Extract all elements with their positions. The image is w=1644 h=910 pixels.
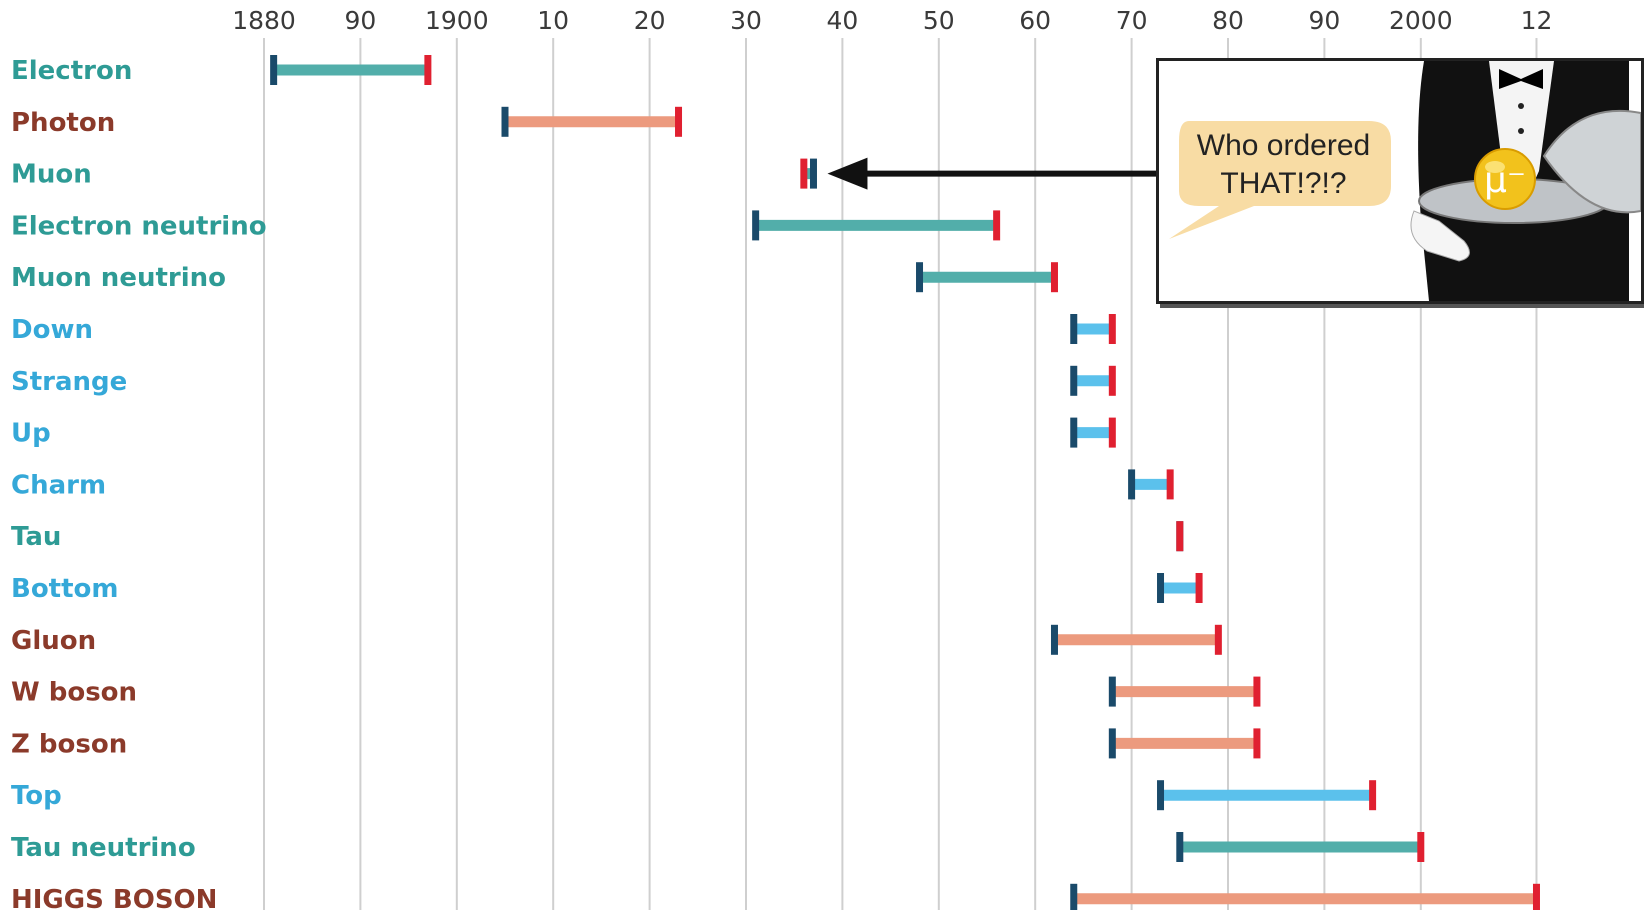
particle-label: Electron neutrino <box>11 211 267 241</box>
end-cap <box>1050 262 1058 293</box>
speech-bubble-text: Who ordered THAT!?!? <box>1171 127 1396 203</box>
start-cap <box>1070 365 1078 396</box>
end-cap <box>1166 469 1174 500</box>
particle-label: Muon neutrino <box>11 263 226 293</box>
particle-label: W boson <box>11 678 137 708</box>
start-cap <box>501 106 509 137</box>
end-cap <box>800 158 808 189</box>
start-cap <box>1128 469 1136 500</box>
speech-bubble <box>1169 121 1391 239</box>
x-tick-label: 12 <box>1521 6 1553 35</box>
particle-label: Tau neutrino <box>11 833 196 863</box>
particle-label: Strange <box>11 367 127 397</box>
end-cap <box>1108 365 1116 396</box>
end-cap <box>1176 521 1184 552</box>
start-cap <box>1108 676 1116 707</box>
speech-line-2: THAT!?!? <box>1220 167 1347 200</box>
end-cap <box>1369 780 1377 811</box>
end-cap <box>1108 314 1116 344</box>
particle-label: Tau <box>11 522 61 552</box>
particle-label: Top <box>11 781 62 811</box>
particle-label: Gluon <box>11 626 96 656</box>
start-cap <box>809 158 817 189</box>
particle-labels: Electron Photon Muon Electron neutrino Muon … <box>11 56 267 910</box>
x-tick-label: 20 <box>634 6 666 35</box>
x-tick-label: 10 <box>537 6 569 35</box>
x-tick-label: 1900 <box>425 6 489 35</box>
particle-label: Z boson <box>11 729 127 759</box>
end-cap <box>1214 624 1222 655</box>
x-tick-label: 60 <box>1019 6 1051 35</box>
end-cap <box>1253 728 1261 759</box>
x-tick-label: 50 <box>923 6 955 35</box>
waiter-illustration: μ⁻ <box>1169 61 1641 301</box>
end-cap <box>675 106 683 137</box>
start-cap <box>1157 573 1165 603</box>
start-cap <box>1070 883 1078 910</box>
end-cap <box>1253 676 1261 707</box>
start-cap <box>1157 780 1165 811</box>
x-tick-label: 30 <box>730 6 762 35</box>
x-tick-label: 80 <box>1212 6 1244 35</box>
x-tick-label: 40 <box>826 6 858 35</box>
arrow-head <box>827 157 868 190</box>
particle-label: Muon <box>11 160 92 190</box>
x-tick-label: 1880 <box>232 6 296 35</box>
start-cap <box>270 55 278 85</box>
end-cap <box>1417 832 1425 862</box>
particle-label: Down <box>11 315 93 345</box>
start-cap <box>916 262 924 293</box>
end-cap <box>993 210 1001 241</box>
particle-label: Photon <box>11 108 115 138</box>
muon-arrow <box>827 157 1156 190</box>
particle-label: Electron <box>11 56 132 86</box>
speech-line-1: Who ordered <box>1196 129 1371 162</box>
end-cap <box>1195 573 1203 603</box>
x-tick-labels: 1880 90 1900 10 20 30 40 50 60 70 80 90 2000 12 <box>232 6 1552 35</box>
particle-label: Charm <box>11 470 106 500</box>
start-cap <box>1176 832 1184 862</box>
particle-label: Bottom <box>11 574 119 604</box>
x-tick-label: 90 <box>344 6 376 35</box>
end-cap <box>1532 883 1540 910</box>
glove-hand <box>1410 210 1470 262</box>
particle-label: Up <box>11 419 51 449</box>
start-cap <box>1050 624 1058 655</box>
end-cap <box>424 55 432 85</box>
start-cap <box>1108 728 1116 759</box>
range-bars <box>270 55 1540 910</box>
bow-tie <box>1499 69 1543 89</box>
particle-label: HIGGS BOSON <box>11 885 217 910</box>
start-cap <box>1070 314 1078 344</box>
muon-symbol: μ⁻ <box>1484 160 1526 201</box>
x-tick-label: 2000 <box>1389 6 1453 35</box>
start-cap <box>1070 417 1078 448</box>
x-tick-label: 70 <box>1116 6 1148 35</box>
start-cap <box>752 210 760 241</box>
x-tick-label: 90 <box>1308 6 1340 35</box>
end-cap <box>1108 417 1116 448</box>
annotation-inset: μ⁻ Who ordered THAT!?!? <box>1156 58 1644 304</box>
cloche-lid <box>1542 109 1641 214</box>
